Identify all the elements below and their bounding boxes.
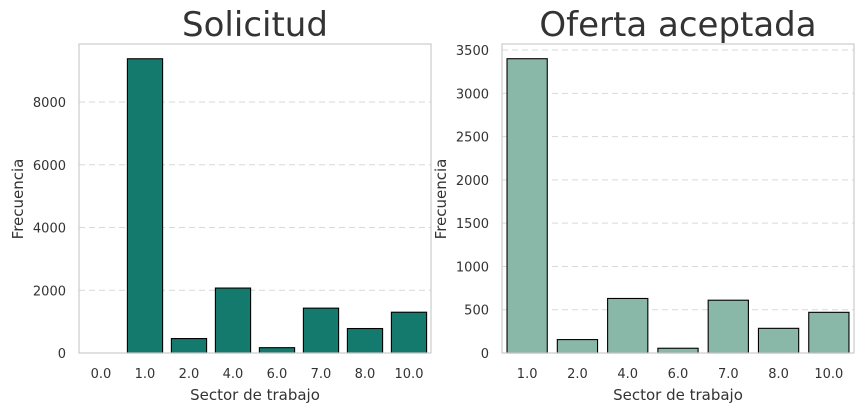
y-axis-label: Frecuencia [9,159,27,240]
x-tick-label: 4.0 [223,367,244,382]
y-tick-label: 2000 [33,284,66,299]
x-tick-label: 6.0 [267,367,288,382]
y-tick-label: 2500 [456,131,489,146]
bar [757,327,800,354]
y-tick-label: 8000 [33,96,66,111]
x-axis-label: Sector de trabajo [190,386,320,404]
x-tick-label: 10.0 [395,367,424,382]
bar [258,347,296,354]
bar [214,287,252,354]
chart-solicitud: Solicitud Frecuencia Sector de trabajo 0… [9,5,432,404]
x-tick-label: 2.0 [179,367,200,382]
x-tick-label: 4.0 [617,367,638,382]
x-tick-label: 7.0 [311,367,332,382]
y-tick-label: 3000 [456,87,489,102]
bar [506,58,548,354]
x-tick-label: 2.0 [567,367,588,382]
y-tick-label: 1000 [456,260,489,275]
bar [607,297,649,354]
x-tick-label: 8.0 [768,367,789,382]
y-tick-label: 4000 [33,222,66,237]
x-tick-label: 8.0 [355,367,376,382]
chart-title: Solicitud [182,5,328,45]
y-tick-label: 3500 [456,44,489,59]
bar [302,307,340,354]
plot-frame [78,43,432,354]
y-tick-label: 1500 [456,217,489,232]
bar [808,311,850,354]
x-tick-label: 1.0 [135,367,156,382]
x-tick-label: 1.0 [517,367,538,382]
chart-oferta-aceptada: Oferta aceptada Frecuencia Sector de tra… [432,5,855,404]
x-tick-label: 6.0 [668,367,689,382]
plot-frame [501,43,855,354]
bar [390,311,428,354]
x-tick-label: 7.0 [718,367,739,382]
bar [707,299,749,354]
y-axis-label: Frecuencia [432,159,450,240]
bar [346,327,384,354]
bar [170,338,208,354]
x-tick-label: 10.0 [814,367,843,382]
chart-title: Oferta aceptada [539,5,816,45]
x-axis-label: Sector de trabajo [613,386,743,404]
y-tick-label: 0 [58,347,66,362]
y-tick-label: 6000 [33,159,66,174]
x-tick-label: 0.0 [91,367,112,382]
y-tick-label: 2000 [456,174,489,189]
bar [126,58,164,354]
bar [556,339,599,354]
y-tick-label: 500 [464,304,489,319]
bar [657,347,699,354]
y-tick-label: 0 [481,347,489,362]
